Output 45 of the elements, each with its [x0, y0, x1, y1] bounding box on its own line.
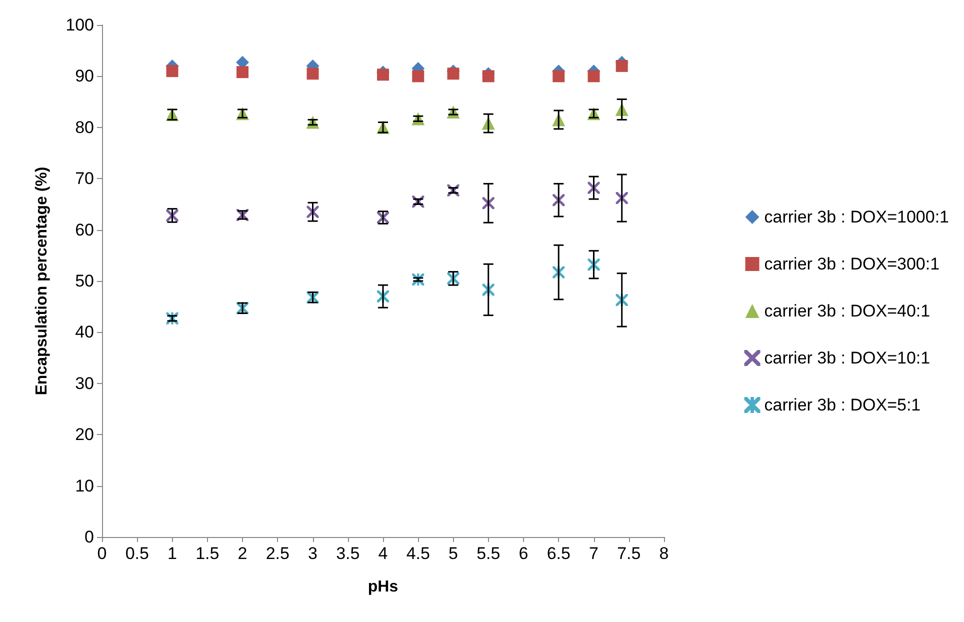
- x-tick-label: 1.5: [196, 544, 220, 563]
- y-tick-label: 60: [75, 220, 94, 240]
- legend-label: carrier 3b : DOX=1000:1: [764, 208, 949, 226]
- x-tick-label: 4: [378, 544, 388, 563]
- point: [377, 68, 389, 81]
- y-axis-title: Encapsulation percentage (%): [34, 166, 50, 396]
- point: [482, 70, 494, 82]
- x-tick-label: 0: [97, 544, 107, 563]
- point: [588, 70, 600, 82]
- point: [306, 68, 319, 80]
- x-tick-label: 6.5: [546, 544, 570, 563]
- x-tick-label: 2.5: [266, 544, 290, 563]
- x-tick-label: 5.5: [476, 544, 500, 563]
- y-tick-label: 100: [66, 16, 94, 34]
- x-tick-label: 5: [448, 544, 458, 563]
- x-tick-label: 7.5: [617, 544, 641, 563]
- point: [412, 70, 424, 82]
- y-tick-label: 70: [75, 169, 94, 188]
- x-tick-label: 4.5: [406, 544, 430, 563]
- y-tick-label: 50: [75, 272, 94, 290]
- legend-label: carrier 3b : DOX=5:1: [764, 396, 921, 414]
- y-tick-label: 20: [75, 425, 94, 444]
- x-tick-label: 6: [518, 544, 528, 563]
- point: [166, 65, 178, 78]
- point: [616, 60, 628, 72]
- legend-label: carrier 3b : DOX=300:1: [764, 254, 940, 274]
- point: [552, 70, 565, 82]
- y-tick-label: 10: [75, 476, 94, 496]
- y-tick-label: 90: [75, 66, 94, 86]
- x-tick-label: 2: [238, 544, 248, 563]
- y-tick-label: 0: [84, 528, 94, 546]
- y-tick-label: 80: [75, 118, 94, 137]
- point: [236, 66, 248, 78]
- y-tick-label: 30: [75, 374, 94, 393]
- x-tick-label: 7: [589, 544, 598, 563]
- legend-label: carrier 3b : DOX=40:1: [764, 302, 930, 320]
- y-tick-label: 40: [75, 322, 94, 342]
- x-tick-label: 3: [308, 544, 318, 563]
- x-axis-title: pHs: [368, 578, 398, 596]
- x-tick-label: 8: [659, 544, 669, 563]
- point: [447, 68, 460, 80]
- x-tick-label: 0.5: [125, 544, 149, 563]
- legend-label: carrier 3b : DOX=10:1: [764, 348, 930, 368]
- x-tick-label: 3.5: [336, 544, 360, 563]
- x-tick-label: 1: [168, 544, 177, 563]
